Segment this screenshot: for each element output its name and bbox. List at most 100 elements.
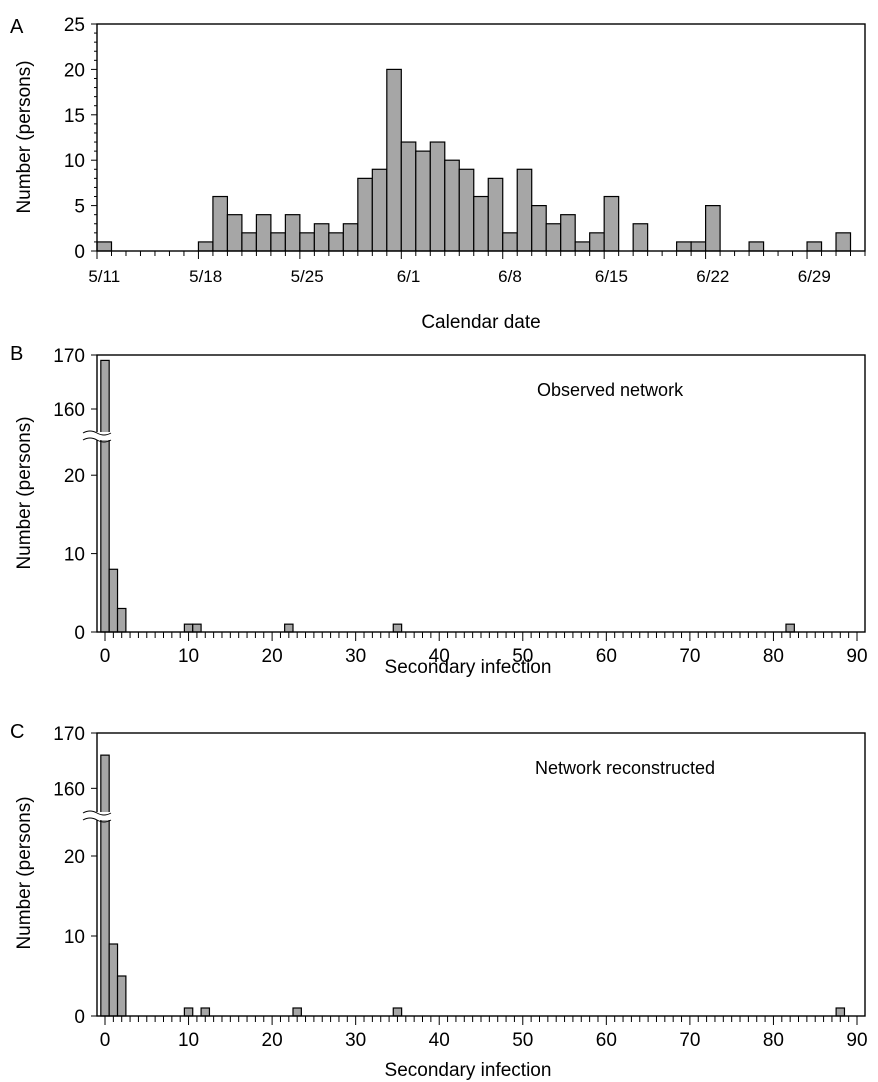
panel-c-ticks: 0 10 20 160 170 0 10 20 30 40 50 60 70 80 90 — [53, 724, 867, 1051]
panel-a-bar — [487, 177, 504, 252]
panel-a-x-axis-label: Calendar date — [421, 312, 540, 333]
panel-c-bar — [100, 754, 110, 1017]
panel-a-y-tick-label: 5 — [74, 197, 85, 218]
panel-a-bar — [473, 195, 489, 252]
panel-c-y-tick-label: 20 — [64, 847, 85, 868]
panel-b-bar — [116, 607, 127, 633]
panel-c-axis-break-line — [82, 810, 112, 816]
panel-c-bar — [200, 1007, 211, 1017]
panel-c-bar — [392, 1007, 403, 1017]
panel-a-bar — [705, 205, 721, 252]
panel-a-bar — [632, 223, 649, 252]
panel-c-x-axis-label: Secondary infection — [385, 1060, 552, 1081]
panel-b-bar — [392, 623, 403, 633]
panel-a-x-tick-label: 6/15 — [595, 267, 628, 286]
panel-b-bar — [284, 623, 294, 633]
panel-a-bar — [241, 232, 257, 252]
panel-b-bar — [192, 623, 202, 633]
panel-a-bar — [835, 232, 852, 252]
panel-a-x-tick-label: 5/25 — [291, 267, 324, 286]
panel-b-y-tick-label: 10 — [64, 545, 85, 566]
panel-a-bar — [589, 232, 605, 252]
panel-b-x-axis-label: Secondary infection — [385, 657, 552, 678]
panel-c-y-tick-label: 0 — [74, 1007, 85, 1028]
panel-a-bar — [458, 168, 475, 252]
panel-b-frame — [96, 354, 866, 633]
panel-c-annotation: Network reconstructed — [535, 758, 715, 778]
panel-b-x-tick-label: 70 — [679, 646, 700, 667]
panel-a-bar — [429, 141, 446, 252]
panel-c-network-reconstructed: C 0 10 20 160 170 0 10 20 30 40 50 60 70 80 90 Network… — [10, 721, 868, 1081]
panel-b-y-tick-label: 20 — [64, 466, 85, 487]
panel-c-axis-break — [83, 812, 113, 820]
panel-b-x-tick-label: 90 — [846, 646, 867, 667]
panel-a-x-tick-label: 6/29 — [798, 267, 831, 286]
panel-c-x-tick-label: 60 — [596, 1030, 617, 1051]
panel-a-bar — [386, 68, 402, 252]
panel-b-bar — [785, 623, 795, 633]
panel-a-bar — [284, 214, 301, 252]
panel-b-bar — [100, 359, 110, 633]
panel-a-bar — [357, 177, 373, 252]
panel-a-bar — [806, 241, 823, 252]
panel-c-y-axis-label: Number (persons) — [14, 796, 35, 949]
panel-b-x-tick-label: 50 — [512, 646, 533, 667]
panel-c-y-tick-label: 160 — [53, 779, 85, 800]
panel-a-frame — [96, 23, 866, 252]
panel-b-x-tick-label: 0 — [100, 646, 111, 667]
panel-c-label: C — [10, 721, 24, 743]
panel-a-bar — [371, 168, 388, 252]
panel-a-bar — [516, 168, 533, 252]
panel-b-y-tick-label: 160 — [53, 400, 85, 421]
panel-a-y-tick-label: 25 — [64, 15, 85, 36]
panel-c-x-tick-label: 30 — [345, 1030, 366, 1051]
panel-a-y-axis-label: Number (persons) — [14, 60, 35, 213]
panel-b-axis-break-line — [82, 437, 112, 443]
panel-b-x-tick-label: 80 — [763, 646, 784, 667]
panel-a-bar — [545, 223, 562, 252]
panel-b-bar — [183, 623, 194, 633]
panel-a-bar — [502, 232, 518, 252]
panel-a-bar — [400, 141, 417, 252]
panel-a-bar — [255, 214, 272, 252]
panel-b-x-tick-label: 60 — [596, 646, 617, 667]
panel-a-bar — [313, 223, 330, 252]
panel-a-bar — [574, 241, 591, 252]
panel-a-bar — [690, 241, 707, 252]
panel-a-y-tick-label: 0 — [74, 242, 85, 263]
panel-b-ticks: 0 10 20 160 170 0 10 20 30 40 50 60 70 80 90 — [53, 346, 867, 667]
panel-b-label: B — [10, 343, 23, 365]
panel-a-bar — [444, 159, 460, 252]
panel-c-x-tick-label: 80 — [763, 1030, 784, 1051]
panel-a-bar — [328, 232, 344, 252]
panel-b-observed-network: B 0 10 20 160 170 0 10 20 30 40 50 60 70 80 90 Observe… — [10, 343, 868, 678]
panel-c-bar — [183, 1007, 194, 1017]
panel-a-bar — [342, 223, 359, 252]
panel-c-x-tick-label: 90 — [846, 1030, 867, 1051]
panel-a-label: A — [10, 16, 24, 38]
panel-b-y-axis-label: Number (persons) — [14, 416, 35, 569]
panel-c-bar — [116, 975, 127, 1017]
panel-c-x-tick-label: 10 — [178, 1030, 199, 1051]
panel-a-ticks: 0 5 10 15 20 25 5/11 5/18 5/25 6/1 6/8 6/15 6/22 6/29 — [64, 15, 866, 286]
panel-b-y-tick-label: 170 — [53, 346, 85, 367]
panel-a-x-tick-label: 6/22 — [696, 267, 729, 286]
panel-c-bar — [292, 1007, 302, 1017]
panel-a-bar — [415, 150, 431, 252]
panel-a-x-tick-label: 5/18 — [189, 267, 222, 286]
panel-a-bar — [226, 214, 243, 252]
panel-a-bar — [560, 214, 576, 252]
panel-a-bar — [676, 241, 692, 252]
panel-b-y-tick-label: 0 — [74, 623, 85, 644]
panel-c-y-tick-label: 10 — [64, 927, 85, 948]
panel-a-bar — [96, 241, 113, 252]
panel-c-frame — [96, 732, 866, 1017]
panel-c-x-tick-label: 50 — [512, 1030, 533, 1051]
panel-c-x-tick-label: 70 — [679, 1030, 700, 1051]
panel-b-x-tick-label: 30 — [345, 646, 366, 667]
panel-c-axis-break-line — [82, 817, 112, 823]
panel-a-x-tick-label: 5/11 — [88, 267, 120, 286]
panel-a-bar — [531, 205, 547, 252]
panel-c-bars — [100, 754, 846, 1017]
